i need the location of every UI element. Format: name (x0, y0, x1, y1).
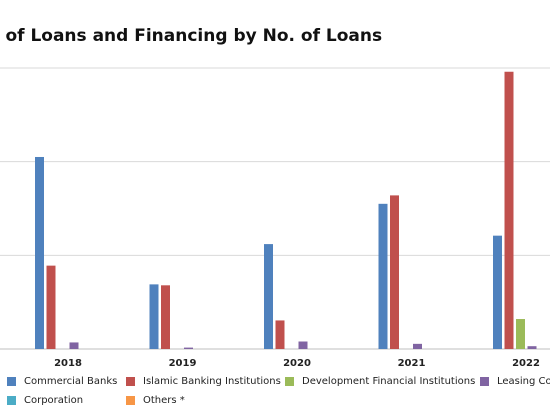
bar-leasing-co-2018[interactable] (69, 342, 79, 349)
gridlines (0, 67, 550, 350)
legend-label: Leasing Co (497, 376, 550, 387)
bar-development-financial-institutions-2022[interactable] (516, 319, 525, 349)
bar-leasing-co-2021[interactable] (413, 343, 422, 349)
x-tick-label: 2021 (398, 358, 426, 369)
legend: Commercial Banks Islamic Banking Institu… (0, 372, 550, 420)
legend-swatch-icon (7, 377, 16, 386)
legend-item-leasing[interactable]: Leasing Co (480, 376, 550, 387)
chart-title: e of Loans and Financing by No. of Loans (0, 26, 383, 46)
bar-commercial-banks-2021[interactable] (378, 203, 388, 349)
bar-islamic-banking-institutions-2021[interactable] (390, 195, 399, 349)
legend-item-islamic-banking[interactable]: Islamic Banking Institutions (126, 376, 281, 387)
x-tick-labels: 2018 2019 2020 2021 2022 (54, 358, 540, 369)
bar-islamic-banking-institutions-2019[interactable] (161, 285, 170, 349)
bar-leasing-co-2022[interactable] (527, 346, 537, 349)
bar-commercial-banks-2022[interactable] (493, 235, 502, 349)
legend-label: Corporation (24, 395, 84, 406)
legend-swatch-icon (480, 377, 489, 386)
bar-islamic-banking-institutions-2020[interactable] (275, 320, 285, 349)
bar-commercial-banks-2018[interactable] (35, 156, 44, 349)
legend-label: Others * (143, 395, 185, 406)
x-tick-label: 2018 (54, 358, 82, 369)
bar-commercial-banks-2020[interactable] (264, 244, 273, 349)
legend-label: Commercial Banks (24, 376, 118, 387)
legend-label: Development Financial Institutions (302, 376, 476, 387)
bar-islamic-banking-institutions-2022[interactable] (504, 71, 514, 349)
bar-leasing-co-2020[interactable] (298, 341, 308, 349)
legend-swatch-icon (7, 396, 16, 405)
bars (35, 71, 537, 349)
legend-item-others[interactable]: Others * (126, 395, 185, 406)
x-tick-label: 2019 (169, 358, 197, 369)
legend-swatch-icon (126, 396, 135, 405)
legend-label: Islamic Banking Institutions (143, 376, 281, 387)
x-tick-label: 2020 (283, 358, 311, 369)
bar-leasing-co-2019[interactable] (184, 347, 193, 349)
bar-islamic-banking-institutions-2018[interactable] (46, 265, 56, 349)
legend-swatch-icon (126, 377, 135, 386)
legend-item-commercial-banks[interactable]: Commercial Banks (7, 376, 117, 387)
legend-item-corporation[interactable]: Corporation (7, 395, 83, 406)
legend-swatch-icon (285, 377, 294, 386)
bar-commercial-banks-2019[interactable] (149, 284, 159, 349)
x-tick-label: 2022 (512, 358, 540, 369)
legend-item-development-financial[interactable]: Development Financial Institutions (285, 376, 475, 387)
